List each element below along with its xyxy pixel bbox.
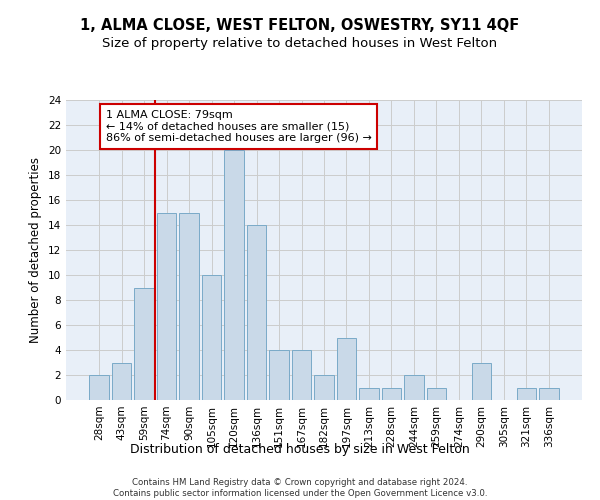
- Text: 1 ALMA CLOSE: 79sqm
← 14% of detached houses are smaller (15)
86% of semi-detach: 1 ALMA CLOSE: 79sqm ← 14% of detached ho…: [106, 110, 371, 143]
- Bar: [292, 350, 311, 400]
- Bar: [247, 225, 266, 400]
- Bar: [89, 375, 109, 400]
- Bar: [112, 362, 131, 400]
- Bar: [382, 388, 401, 400]
- Bar: [179, 212, 199, 400]
- Bar: [337, 338, 356, 400]
- Bar: [539, 388, 559, 400]
- Y-axis label: Number of detached properties: Number of detached properties: [29, 157, 43, 343]
- Bar: [404, 375, 424, 400]
- Bar: [269, 350, 289, 400]
- Text: 1, ALMA CLOSE, WEST FELTON, OSWESTRY, SY11 4QF: 1, ALMA CLOSE, WEST FELTON, OSWESTRY, SY…: [80, 18, 520, 32]
- Bar: [427, 388, 446, 400]
- Bar: [517, 388, 536, 400]
- Bar: [202, 275, 221, 400]
- Bar: [472, 362, 491, 400]
- Text: Distribution of detached houses by size in West Felton: Distribution of detached houses by size …: [130, 442, 470, 456]
- Text: Size of property relative to detached houses in West Felton: Size of property relative to detached ho…: [103, 38, 497, 51]
- Text: Contains HM Land Registry data © Crown copyright and database right 2024.
Contai: Contains HM Land Registry data © Crown c…: [113, 478, 487, 498]
- Bar: [224, 150, 244, 400]
- Bar: [359, 388, 379, 400]
- Bar: [157, 212, 176, 400]
- Bar: [314, 375, 334, 400]
- Bar: [134, 288, 154, 400]
